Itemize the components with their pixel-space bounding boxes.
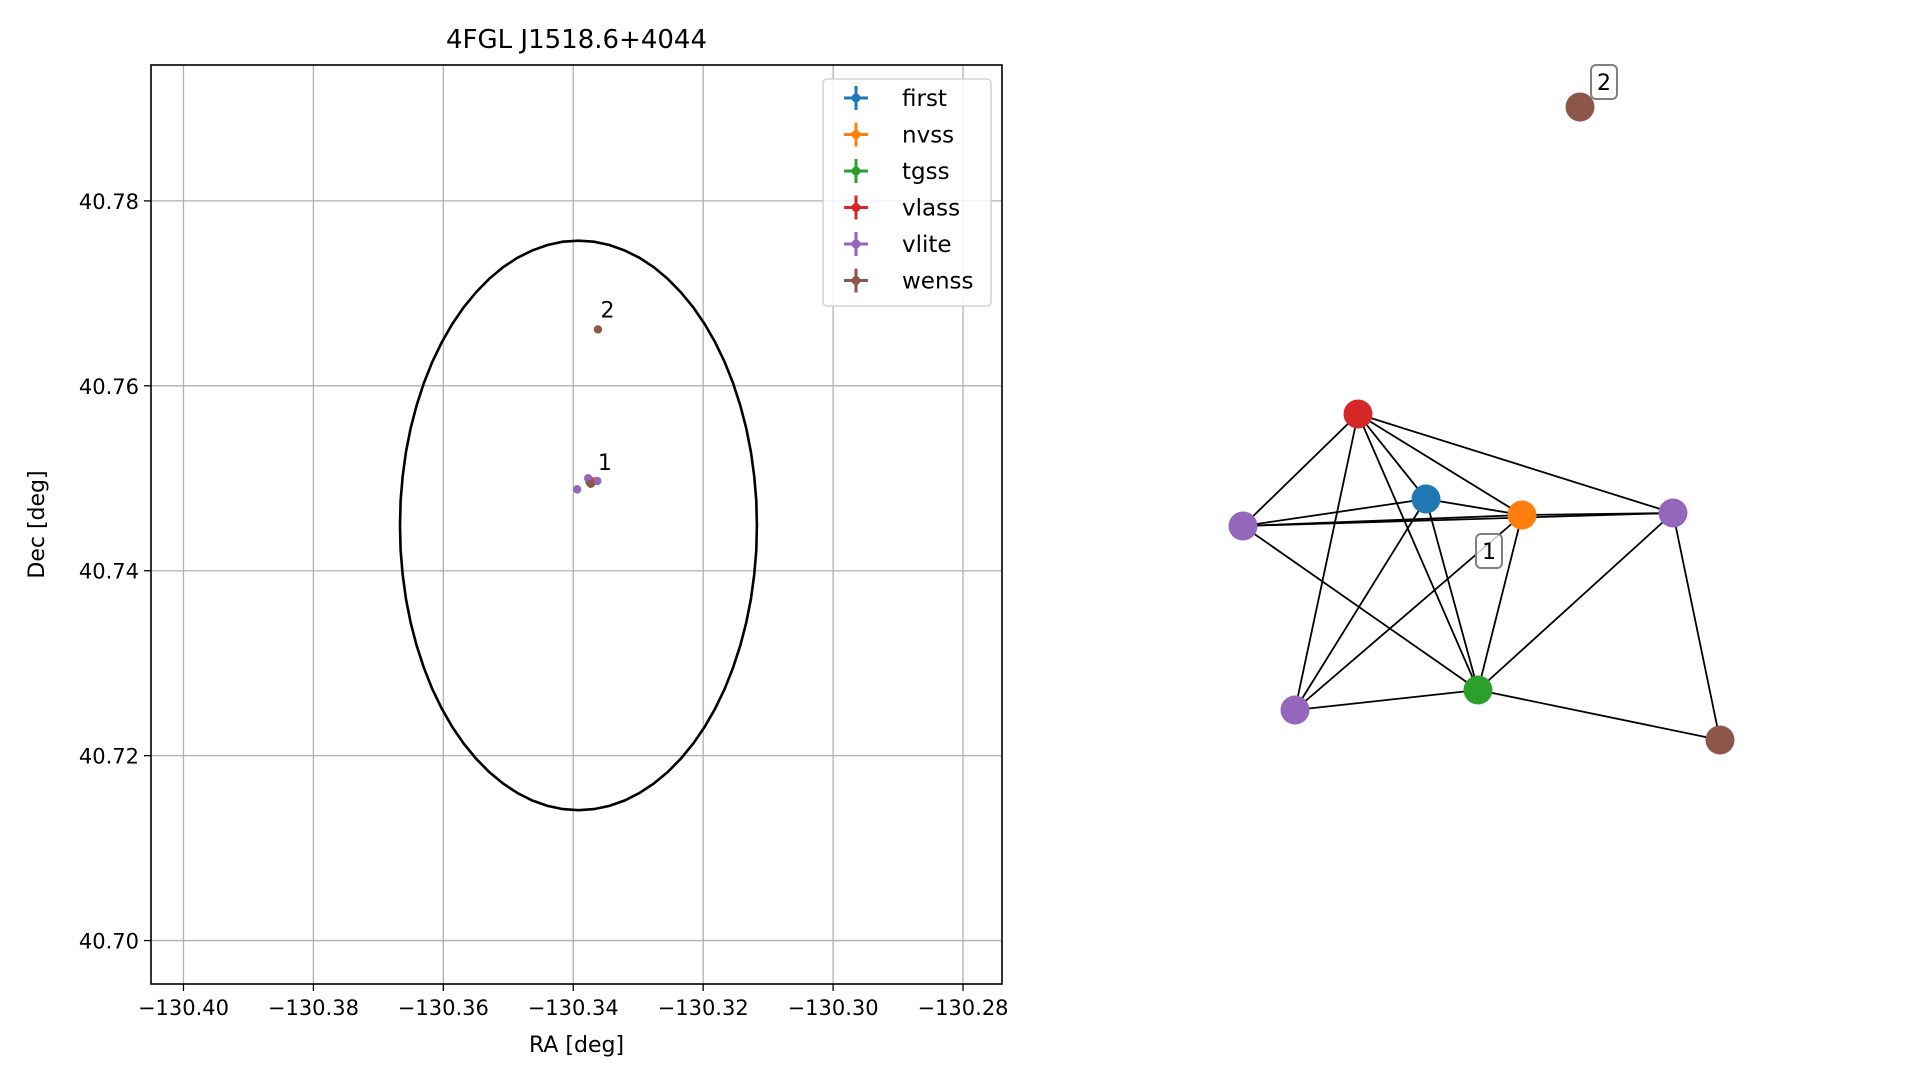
- network-edge: [1242, 512, 1674, 527]
- legend-marker-dot-nvss: [851, 130, 861, 139]
- network-edge: [1672, 512, 1721, 741]
- y-tick-label: 40.72: [79, 745, 139, 769]
- network-edge: [1357, 413, 1427, 500]
- network-node-wenss_a: [1705, 725, 1735, 755]
- x-tick-label: −130.36: [398, 996, 489, 1020]
- legend-marker-dot-tgss: [851, 166, 861, 176]
- legend-label-tgss: tgss: [902, 159, 950, 185]
- network-edge: [1357, 413, 1674, 514]
- point-annotation: 2: [601, 298, 615, 323]
- network-edge: [1242, 525, 1479, 691]
- network-edge: [1294, 689, 1479, 711]
- network-edge: [1477, 514, 1523, 691]
- legend-label-nvss: nvss: [902, 123, 954, 149]
- legend-marker-dot-vlite: [851, 239, 861, 249]
- network-annotation-box: [1590, 64, 1618, 100]
- network-node-vlite_b: [1228, 511, 1258, 541]
- network-edge: [1294, 413, 1359, 711]
- network-node-wenss_b: [1565, 92, 1595, 122]
- network-node-vlite_c: [1280, 695, 1310, 725]
- network-edge: [1242, 498, 1427, 527]
- network-panel: 12: [1228, 64, 1735, 755]
- network-node-tgss: [1463, 675, 1493, 705]
- y-tick-label: 40.74: [79, 560, 139, 584]
- y-axis-ticks: 40.70 40.72 40.74 40.76 40.78: [79, 190, 151, 954]
- scatter-points: 12: [572, 298, 615, 494]
- error-circle: [398, 239, 759, 812]
- point-wenss: [586, 479, 595, 489]
- network-edge: [1477, 512, 1674, 691]
- network-edge: [1425, 498, 1523, 516]
- legend-marker-dot-first: [851, 93, 861, 103]
- legend-label-first: first: [902, 86, 947, 112]
- network-edge: [1242, 413, 1359, 527]
- x-tick-label: −130.34: [528, 996, 619, 1020]
- error-circle-layer: [398, 239, 759, 812]
- network-nodes: [1228, 92, 1735, 755]
- legend-marker-dot-vlass: [851, 203, 861, 212]
- point-annotation: 1: [598, 451, 612, 476]
- scatter-panel: 12 −130.40 −130.38 −130.36 −130.34 −130.32 −1…: [25, 25, 1009, 1058]
- y-tick-label: 40.70: [79, 930, 139, 954]
- legend-label-vlite: vlite: [902, 232, 952, 258]
- network-annotation-label: 1: [1482, 540, 1496, 565]
- chart-title: 4FGL J1518.6+4044: [446, 25, 707, 55]
- network-annotations: 12: [1475, 64, 1618, 569]
- y-axis-label: Dec [deg]: [25, 470, 50, 578]
- network-edge: [1294, 498, 1427, 711]
- network-edge: [1357, 413, 1479, 691]
- plot-frame: [150, 64, 1003, 985]
- legend: first nvss tgss vlass vlite wenss: [822, 78, 992, 307]
- network-node-vlass: [1343, 399, 1373, 429]
- point-vlite: [593, 476, 602, 486]
- network-node-nvss: [1507, 500, 1537, 530]
- x-tick-label: −130.40: [138, 996, 229, 1020]
- x-tick-label: −130.32: [658, 996, 749, 1020]
- legend-marker-dot-wenss: [851, 276, 861, 285]
- x-axis-ticks: −130.40 −130.38 −130.36 −130.34 −130.32 −130.…: [138, 984, 1009, 1020]
- legend-label-vlass: vlass: [902, 196, 960, 222]
- point-vlite: [572, 485, 582, 494]
- network-annotation-label: 2: [1597, 71, 1611, 96]
- y-tick-label: 40.76: [79, 375, 139, 399]
- x-tick-label: −130.28: [917, 996, 1008, 1020]
- network-edge: [1425, 498, 1479, 691]
- network-node-vlite_a: [1658, 498, 1688, 528]
- point-wenss: [593, 325, 603, 334]
- x-tick-label: −130.30: [788, 996, 879, 1020]
- network-edge: [1477, 689, 1721, 741]
- x-axis-label: RA [deg]: [529, 1033, 624, 1058]
- network-annotation-box: [1475, 533, 1503, 569]
- network-edge: [1357, 413, 1523, 516]
- network-node-first: [1411, 484, 1441, 514]
- legend-label-wenss: wenss: [902, 269, 974, 295]
- y-tick-label: 40.78: [79, 190, 139, 214]
- network-edges: [1242, 413, 1721, 741]
- x-tick-label: −130.38: [268, 996, 359, 1020]
